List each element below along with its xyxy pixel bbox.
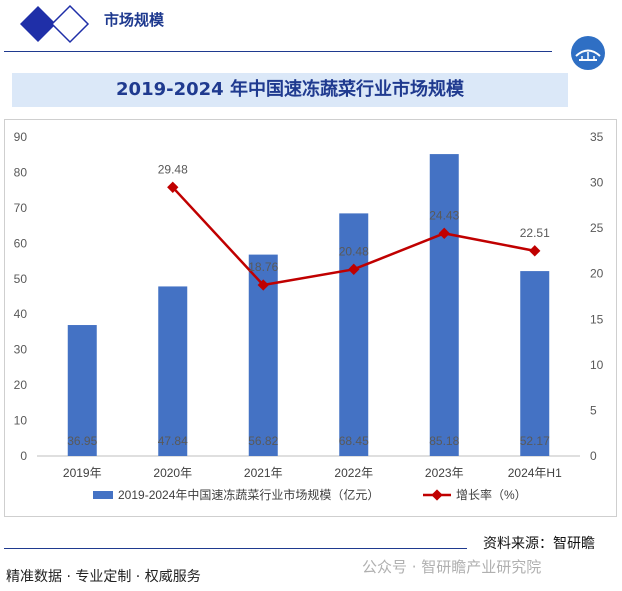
bar-value-label: 36.95 xyxy=(67,434,97,448)
x-tick-label: 2020年 xyxy=(153,466,192,480)
y-left-tick-label: 90 xyxy=(14,130,28,144)
y-left-tick-label: 20 xyxy=(14,378,28,392)
y-left-tick-label: 70 xyxy=(14,201,28,215)
chart-title: 2019-2024 年中国速冻蔬菜行业市场规模 xyxy=(116,79,464,100)
chart-title-banner xyxy=(12,73,568,107)
y-right-tick-label: 10 xyxy=(590,358,604,372)
legend-bar-swatch xyxy=(93,491,113,499)
growth-marker xyxy=(167,181,179,193)
legend-bar-label: 2019-2024年中国速冻蔬菜行业市场规模（亿元） xyxy=(118,487,379,502)
x-tick-label: 2023年 xyxy=(425,466,464,480)
chart-frame xyxy=(4,119,617,517)
brand-diamond-logo xyxy=(20,4,90,44)
footer-divider xyxy=(4,548,467,549)
bar-value-label: 85.18 xyxy=(429,434,459,448)
y-left-tick-label: 0 xyxy=(20,449,27,463)
y-right-tick-label: 5 xyxy=(590,403,597,417)
growth-value-label: 20.48 xyxy=(339,244,369,258)
wechat-watermark: 公众号 · 智研瞻产业研究院 xyxy=(362,558,542,576)
growth-marker xyxy=(438,227,450,239)
legend-line-label: 增长率（%） xyxy=(456,487,527,502)
bar-value-label: 47.84 xyxy=(158,434,188,448)
growth-marker xyxy=(348,263,360,275)
y-left-tick-label: 30 xyxy=(14,343,28,357)
x-tick-label: 2024年H1 xyxy=(508,466,562,480)
y-left-tick-label: 10 xyxy=(14,414,28,428)
bar xyxy=(67,325,97,456)
growth-value-label: 22.51 xyxy=(520,226,550,240)
y-right-tick-label: 0 xyxy=(590,449,597,463)
section-title: 市场规模 xyxy=(104,11,165,29)
x-tick-label: 2021年 xyxy=(244,466,283,480)
growth-value-label: 29.48 xyxy=(158,162,188,176)
bar xyxy=(520,271,550,456)
bar-value-label: 56.82 xyxy=(248,434,278,448)
bar xyxy=(429,154,459,456)
source-note: 资料来源：智研瞻 xyxy=(483,536,595,552)
x-tick-label: 2022年 xyxy=(334,466,373,480)
bar xyxy=(339,213,369,456)
growth-marker xyxy=(529,245,541,257)
bar-value-label: 52.17 xyxy=(520,434,550,448)
y-left-tick-label: 60 xyxy=(14,236,28,250)
y-right-tick-label: 15 xyxy=(590,312,604,326)
bar xyxy=(158,286,188,456)
y-right-tick-label: 30 xyxy=(590,176,604,190)
growth-marker xyxy=(257,279,269,291)
growth-value-label: 18.76 xyxy=(248,260,278,274)
x-tick-label: 2019年 xyxy=(63,466,102,480)
y-left-tick-label: 50 xyxy=(14,272,28,286)
y-left-tick-label: 40 xyxy=(14,307,28,321)
growth-value-label: 24.43 xyxy=(429,208,459,222)
company-logo-icon xyxy=(571,36,605,70)
legend-line-marker xyxy=(431,489,443,501)
y-left-tick-label: 80 xyxy=(14,165,28,179)
footer-slogan: 精准数据 · 专业定制 · 权威服务 xyxy=(6,569,201,585)
y-right-tick-label: 35 xyxy=(590,130,604,144)
y-right-tick-label: 20 xyxy=(590,267,604,281)
y-right-tick-label: 25 xyxy=(590,221,604,235)
header-divider xyxy=(4,51,552,52)
bar-value-label: 68.45 xyxy=(339,434,369,448)
